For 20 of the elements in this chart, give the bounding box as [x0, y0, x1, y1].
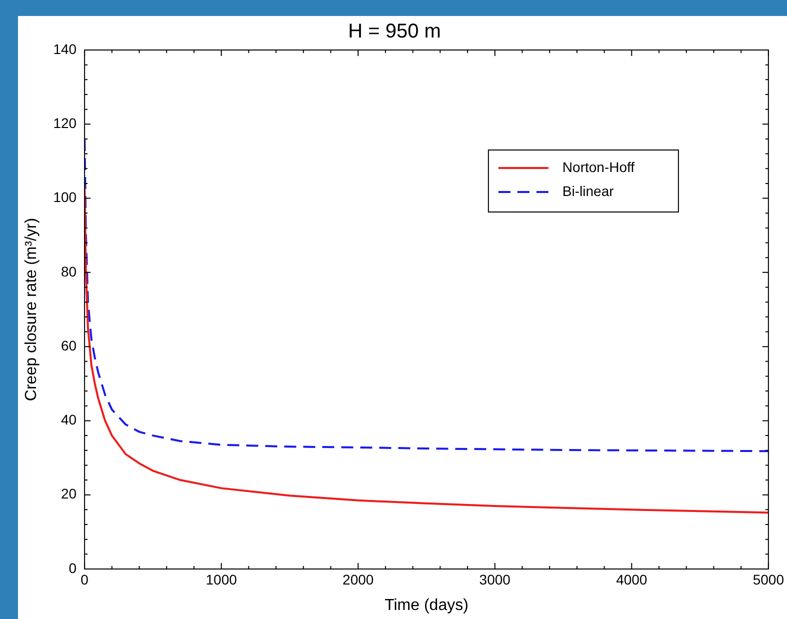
y-axis-title: Creep closure rate (m³/yr) — [23, 218, 40, 402]
x-tick-label: 5000 — [752, 571, 784, 588]
y-tick-label: 20 — [60, 486, 77, 502]
y-tick-label: 80 — [60, 263, 77, 280]
y-tick-label: 120 — [53, 115, 77, 131]
x-tick-label: 3000 — [479, 571, 511, 588]
y-tick-label: 100 — [53, 189, 77, 206]
chart-title: H = 950 m — [348, 20, 441, 43]
y-tick-label: 60 — [60, 337, 77, 354]
legend-label: Norton-Hoff — [562, 158, 635, 175]
x-tick-label: 2000 — [342, 571, 374, 588]
x-tick-label: 0 — [80, 571, 89, 588]
y-tick-label: 0 — [68, 560, 77, 576]
x-axis-title: Time (days) — [384, 596, 468, 614]
legend-label: Bi-linear — [562, 182, 614, 199]
line-series — [84, 138, 768, 452]
x-tick-label: 1000 — [206, 571, 238, 588]
y-tick-label: 140 — [53, 40, 77, 57]
y-tick-label: 40 — [60, 412, 77, 428]
x-tick-label: 4000 — [616, 571, 648, 588]
